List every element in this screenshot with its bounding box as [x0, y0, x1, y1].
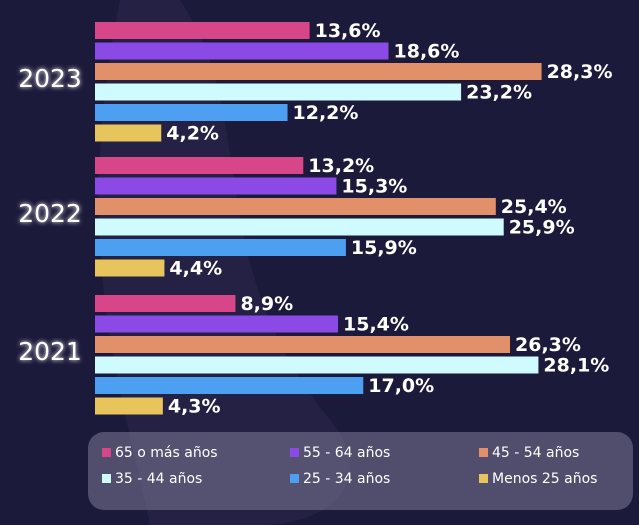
value-label-2022-3: 25,9%	[509, 217, 575, 239]
year-label-2023: 2023	[18, 64, 82, 93]
year-label-2021: 2021	[18, 337, 82, 366]
legend-label-0: 65 o más años	[115, 445, 218, 461]
bar-2021-1	[95, 315, 339, 333]
value-label-2023-1: 18,6%	[394, 41, 460, 63]
value-label-2022-0: 13,2%	[308, 155, 374, 177]
value-label-2021-2: 26,3%	[515, 334, 581, 356]
value-label-2023-3: 23,2%	[466, 82, 532, 104]
bar-2022-4	[95, 239, 346, 256]
bar-2021-5	[95, 397, 163, 415]
value-label-2023-2: 28,3%	[547, 61, 613, 83]
bar-2022-3	[95, 218, 504, 236]
bar-2022-1	[95, 177, 337, 195]
value-label-2022-2: 25,4%	[501, 196, 567, 218]
legend-label-1: 55 - 64 años	[303, 445, 390, 461]
bar-2022-2	[95, 198, 496, 215]
bar-2021-3	[95, 356, 539, 374]
legend-swatch-4	[290, 474, 299, 483]
legend-box	[88, 432, 633, 510]
value-label-2021-5: 4,3%	[168, 396, 221, 418]
value-label-2022-1: 15,3%	[341, 176, 407, 198]
value-label-2021-4: 17,0%	[368, 375, 434, 397]
value-label-2021-3: 28,1%	[543, 355, 609, 377]
bar-2021-2	[95, 336, 511, 353]
legend-label-2: 45 - 54 años	[492, 445, 579, 461]
bar-2021-0	[95, 295, 236, 312]
bar-2023-3	[95, 83, 462, 101]
legend-label-3: 35 - 44 años	[115, 471, 202, 487]
legend-swatch-3	[102, 474, 111, 483]
value-label-2023-5: 4,2%	[166, 123, 219, 145]
value-label-2021-0: 8,9%	[240, 293, 293, 315]
value-label-2021-1: 15,4%	[343, 314, 409, 336]
legend-label-5: Menos 25 años	[492, 471, 597, 487]
bar-2021-4	[95, 377, 364, 394]
value-label-2022-5: 4,4%	[169, 258, 222, 280]
legend-label-4: 25 - 34 años	[303, 471, 390, 487]
bar-2023-5	[95, 124, 162, 142]
bar-2023-1	[95, 42, 389, 60]
value-label-2022-4: 15,9%	[351, 237, 417, 259]
bar-2023-0	[95, 22, 310, 39]
year-label-2022: 2022	[18, 199, 82, 228]
bar-2022-0	[95, 157, 304, 174]
value-label-2023-4: 12,2%	[293, 102, 359, 124]
legend-swatch-1	[290, 448, 299, 457]
legend-swatch-2	[479, 448, 488, 457]
bar-2023-4	[95, 104, 288, 121]
bar-2023-2	[95, 63, 542, 80]
bar-2022-5	[95, 259, 165, 277]
value-label-2023-0: 13,6%	[315, 20, 381, 42]
legend-swatch-0	[102, 448, 111, 457]
legend-swatch-5	[479, 474, 488, 483]
